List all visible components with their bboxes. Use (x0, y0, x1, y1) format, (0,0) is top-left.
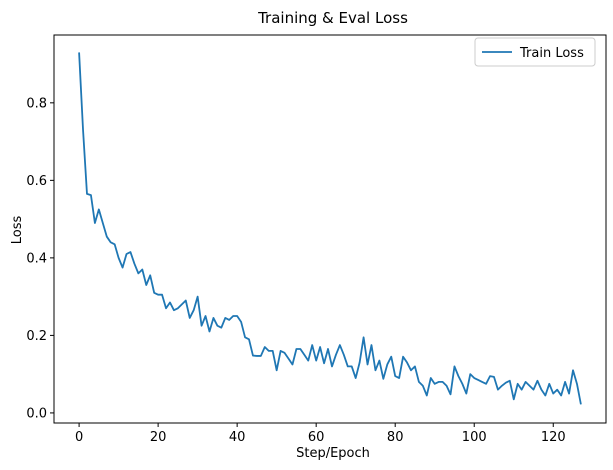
y-tick-label: 0.0 (26, 406, 47, 421)
x-axis-label: Step/Epoch (296, 446, 370, 461)
y-tick-label: 0.4 (26, 251, 47, 266)
x-tick-label: 40 (229, 430, 246, 445)
chart-title: Training & Eval Loss (257, 9, 408, 27)
axes: 0 20 40 60 80 100 120 0.0 0.2 0.4 0.6 0.8 (26, 34, 607, 445)
x-tick-label: 0 (75, 430, 83, 445)
x-tick-label: 120 (541, 430, 566, 445)
series-line-0 (78, 52, 582, 405)
x-tick-label: 60 (308, 430, 325, 445)
plot-area (78, 52, 582, 405)
x-tick-label: 80 (387, 430, 404, 445)
y-tick-label: 0.2 (26, 329, 47, 344)
legend: Train Loss (474, 37, 596, 67)
legend-label-train-loss: Train Loss (519, 46, 584, 61)
y-axis-label: Loss (10, 216, 25, 245)
legend-box (474, 37, 596, 67)
x-tick-label: 20 (150, 430, 167, 445)
x-tick-label: 100 (462, 430, 487, 445)
y-tick-label: 0.8 (26, 96, 47, 111)
y-tick-label: 0.6 (26, 174, 47, 189)
axes-frame (53, 34, 607, 424)
